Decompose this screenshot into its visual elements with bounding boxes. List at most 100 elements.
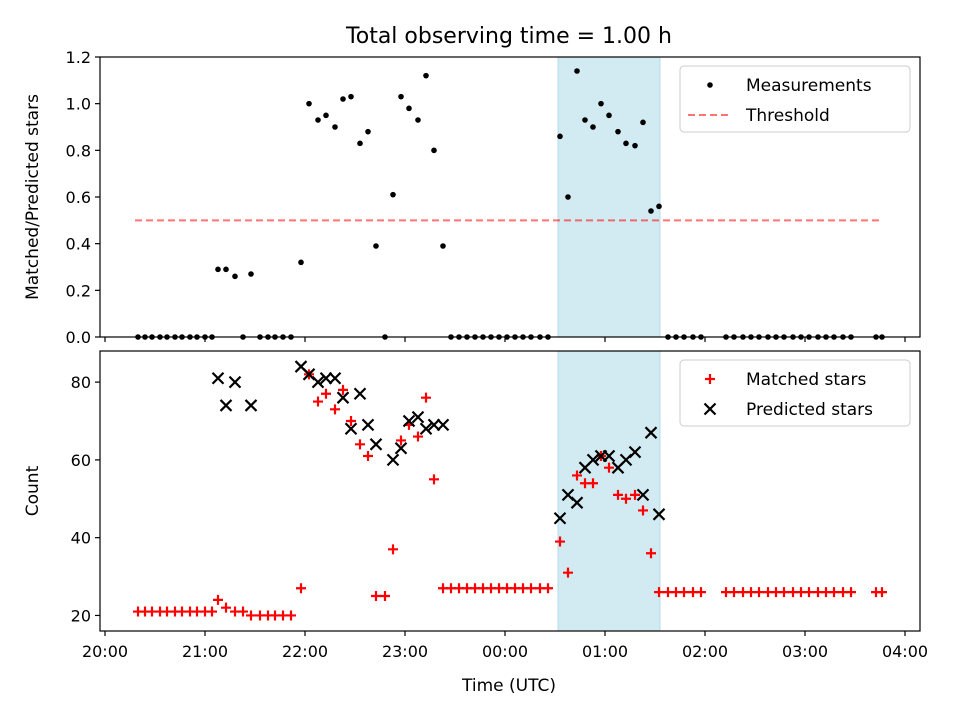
data-point [394, 441, 408, 455]
data-point [440, 243, 446, 249]
x-tick-label: 20:00 [82, 642, 128, 661]
data-point [621, 493, 631, 504]
data-point [221, 602, 231, 613]
data-point [388, 544, 398, 555]
data-point [371, 591, 381, 601]
data-point [311, 375, 325, 389]
data-point [207, 606, 217, 617]
data-point [604, 462, 614, 473]
y-axis-label: Matched/Predicted stars [23, 94, 43, 300]
data-point [315, 117, 321, 123]
data-point [396, 435, 406, 446]
data-point [829, 587, 839, 598]
data-point [613, 489, 623, 500]
y-tick-label: 0.4 [66, 235, 91, 254]
data-point [413, 431, 423, 442]
data-point [340, 96, 346, 102]
data-point [628, 445, 642, 459]
data-point [338, 384, 348, 395]
data-point [319, 371, 333, 385]
data-point [602, 449, 616, 463]
data-point [427, 418, 441, 432]
data-point [754, 587, 764, 598]
y-tick-label: 1.0 [66, 95, 91, 114]
data-point [586, 453, 600, 467]
data-point [582, 117, 588, 123]
legend-marker [707, 82, 713, 88]
data-point [623, 140, 629, 147]
legend-label: Predicted stars [746, 400, 873, 420]
data-point [679, 587, 689, 598]
data-point [373, 243, 379, 249]
data-point [696, 587, 706, 598]
data-point [543, 583, 553, 594]
data-point [654, 587, 664, 598]
data-point [246, 610, 256, 621]
y-tick-label: 40 [71, 529, 91, 548]
data-point [630, 489, 640, 500]
data-point [213, 594, 223, 605]
data-point [323, 112, 329, 119]
x-tick-label: 04:00 [882, 642, 928, 661]
data-point [606, 112, 612, 119]
chart-title: Total observing time = 1.00 h [345, 24, 672, 49]
legend-label: Matched stars [746, 370, 866, 390]
data-point [436, 418, 450, 432]
data-point [640, 119, 646, 126]
data-point [390, 191, 396, 198]
data-point [244, 399, 258, 412]
data-point [336, 391, 350, 404]
data-point [572, 470, 582, 481]
data-point [656, 203, 662, 210]
axes-frame [99, 350, 921, 632]
y-tick-label: 60 [71, 451, 91, 470]
x-tick-label: 01:00 [582, 642, 628, 661]
series-matched-stars [133, 369, 887, 621]
legend-label: Measurements [746, 76, 872, 96]
data-point [598, 100, 604, 107]
data-point [779, 587, 789, 598]
data-point [232, 273, 238, 280]
x-tick-label: 21:00 [182, 642, 228, 661]
x-tick-label: 02:00 [682, 642, 728, 661]
data-point [398, 93, 404, 100]
x-tick-label: 22:00 [282, 642, 328, 661]
y-tick-label: 0.6 [66, 188, 91, 207]
data-point [228, 375, 242, 389]
data-point [588, 478, 598, 489]
data-point [298, 259, 304, 266]
data-point [421, 392, 431, 403]
data-point [574, 68, 580, 74]
data-point [344, 422, 358, 436]
data-point [328, 371, 342, 385]
data-point [565, 194, 571, 200]
legend: Measurements Threshold [679, 65, 911, 133]
data-point [555, 536, 565, 547]
data-point [526, 583, 536, 594]
x-tick-label: 03:00 [782, 642, 828, 661]
data-point [215, 266, 221, 273]
count-panel: 20 40 60 80 20:00 21:00 22:00 23:00 00:00 01:00 02… [23, 350, 928, 661]
data-point [353, 387, 367, 401]
legend-box [679, 65, 911, 133]
data-point [636, 488, 650, 502]
data-point [652, 508, 666, 521]
y-tick-label: 0.2 [66, 281, 91, 300]
legend-marker [705, 374, 715, 384]
data-point [223, 266, 229, 273]
data-point [380, 591, 390, 601]
data-point [429, 474, 439, 485]
data-point [729, 587, 739, 598]
data-point [570, 496, 584, 509]
ratio-panel: 0.0 0.2 0.4 0.6 0.8 1.0 1.2 Matched/Predicted s… [23, 48, 921, 347]
x-tick-label: 23:00 [382, 642, 428, 661]
data-point [411, 410, 425, 424]
data-point [804, 587, 814, 598]
data-point [415, 117, 421, 123]
y-tick-label: 1.2 [66, 48, 91, 67]
highlight-span [557, 350, 661, 632]
data-point [306, 100, 312, 107]
data-point [423, 72, 429, 79]
data-point [211, 371, 225, 385]
data-point [846, 587, 856, 598]
